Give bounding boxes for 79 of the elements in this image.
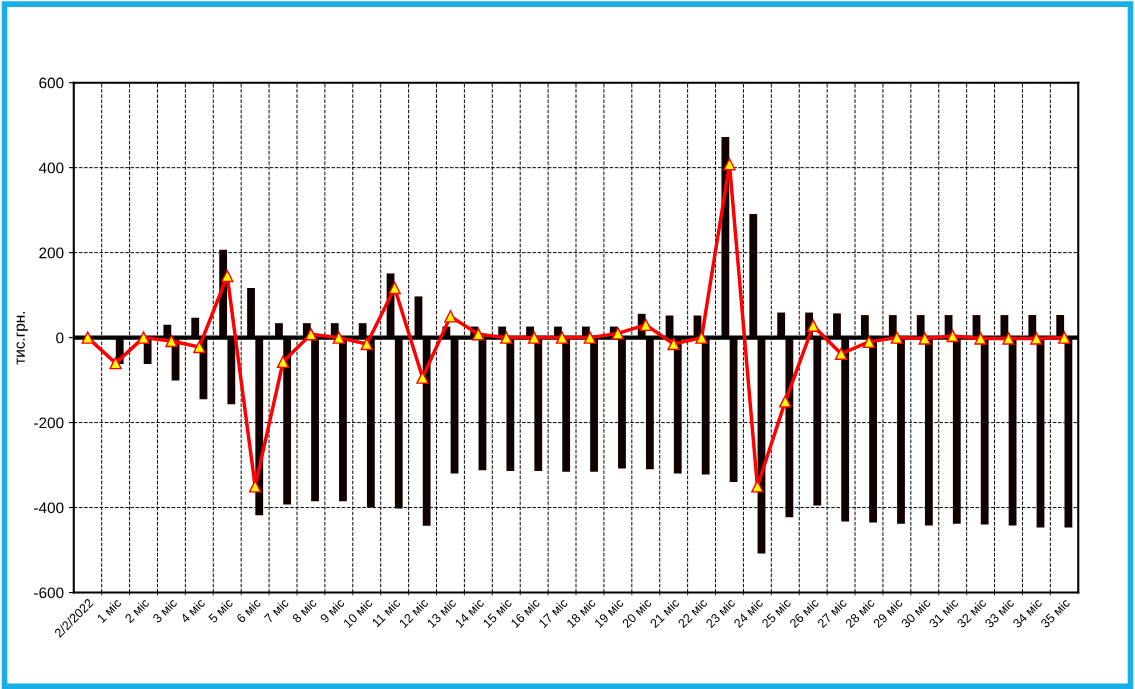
point	[500, 331, 513, 344]
point	[806, 319, 820, 332]
point	[444, 310, 457, 323]
bar	[952, 337, 961, 524]
point	[109, 356, 122, 370]
point	[388, 281, 401, 295]
point	[165, 334, 178, 348]
y-tick-label: -600	[34, 587, 64, 599]
point	[1002, 332, 1015, 345]
point	[332, 331, 346, 344]
x-tick-label: 1 міс	[96, 597, 122, 624]
bar	[562, 337, 571, 472]
bar	[283, 337, 292, 505]
bar	[813, 337, 822, 506]
x-tick-label: 11 міс	[371, 597, 401, 628]
x-tick-label: 5 міс	[207, 597, 234, 624]
bar	[247, 287, 255, 338]
bar	[749, 213, 758, 338]
bar	[701, 337, 710, 475]
point	[137, 331, 150, 344]
point	[834, 347, 848, 361]
point	[276, 355, 290, 369]
point	[193, 340, 206, 354]
point	[220, 269, 234, 283]
point	[248, 480, 262, 493]
bar	[980, 337, 989, 525]
x-tick-label: 7 міс	[263, 597, 290, 624]
point	[1030, 332, 1043, 345]
point	[946, 329, 959, 343]
point	[918, 332, 932, 345]
point	[667, 337, 680, 351]
y-tick-label: 600	[39, 77, 64, 89]
point	[583, 331, 597, 344]
bar	[394, 337, 403, 509]
point	[639, 318, 653, 332]
bar	[227, 337, 236, 405]
y-axis-title: тис.грн.	[16, 311, 28, 365]
bar	[924, 337, 933, 526]
bar	[422, 337, 431, 526]
point	[304, 327, 318, 341]
bar	[841, 337, 850, 522]
y-tick-label: 200	[39, 247, 64, 259]
x-tick-label: 8 міс	[291, 597, 318, 624]
y-tick-label: -400	[34, 502, 64, 514]
point	[1058, 331, 1071, 344]
bar	[673, 337, 682, 474]
bar	[833, 313, 841, 338]
bar	[777, 312, 786, 338]
bar	[1008, 337, 1017, 526]
point	[416, 371, 429, 384]
point	[695, 331, 708, 344]
bar	[311, 337, 319, 502]
y-tick-label: 400	[38, 162, 64, 174]
x-tick-label: 2 міс	[124, 597, 150, 624]
bar	[534, 337, 543, 472]
bar	[618, 337, 626, 469]
bar	[590, 337, 598, 472]
bar	[1064, 337, 1073, 528]
point	[974, 332, 987, 345]
point	[360, 337, 373, 351]
point	[555, 331, 569, 344]
x-tick-label: 3 міс	[151, 597, 178, 624]
y-tick-label: 0	[56, 332, 64, 344]
point	[890, 331, 904, 344]
bar	[366, 337, 375, 508]
bar	[860, 315, 869, 338]
point	[472, 327, 485, 341]
x-tick-label: 4 міс	[179, 597, 206, 624]
point	[779, 395, 792, 408]
x-tick-label: 6 міс	[235, 597, 262, 624]
point	[862, 335, 876, 349]
point	[723, 158, 736, 171]
bar	[506, 337, 515, 472]
bar	[897, 337, 905, 524]
point	[81, 331, 94, 344]
bar	[645, 337, 654, 470]
y-tick-label: -200	[34, 417, 64, 429]
point	[611, 327, 625, 340]
point	[527, 331, 541, 344]
